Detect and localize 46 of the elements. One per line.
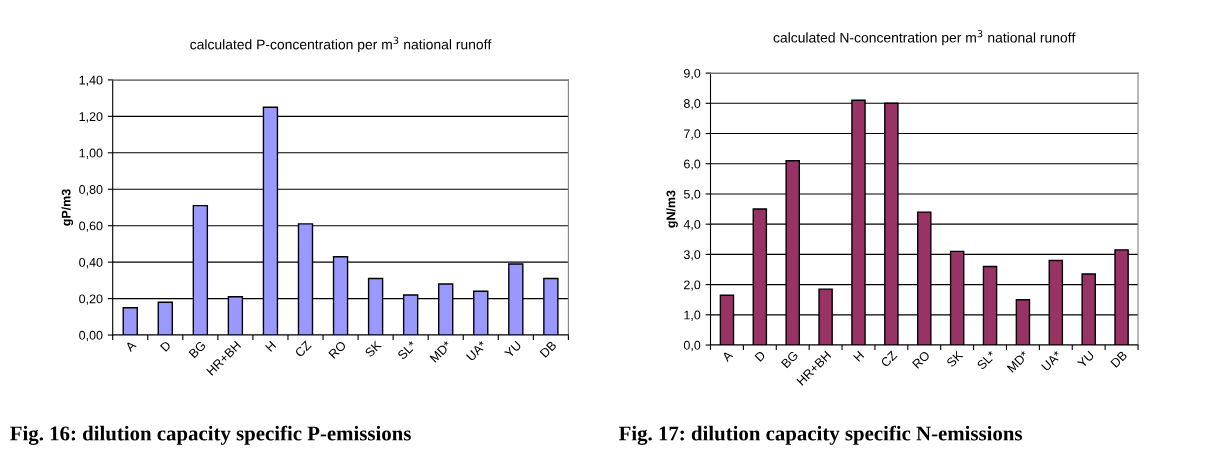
x-tick-label: RO xyxy=(328,340,347,359)
x-tick-label: SK xyxy=(945,350,964,368)
x-tick-label: SK xyxy=(364,340,382,358)
x-tick-label: UA* xyxy=(466,340,488,362)
x-tick-label: D xyxy=(754,350,766,362)
x-tick-label: H xyxy=(265,340,277,352)
x-tick-label: BG xyxy=(780,350,799,369)
chart-title: calculated P-concentration per m$^{3}$ national runoff xyxy=(190,36,492,53)
y-tick-label: 5,0 xyxy=(683,189,701,201)
y-tick-label: 1,20 xyxy=(79,112,103,123)
x-tick-label: SL* xyxy=(976,350,997,371)
y-axis-title: gP/m3 xyxy=(61,189,74,226)
y-tick-label: 8,0 xyxy=(683,99,701,110)
x-tick-label: CZ xyxy=(294,340,312,358)
x-tick-label: H xyxy=(853,350,865,362)
y-tick-label: 6,0 xyxy=(684,159,701,170)
x-tick-label: UA* xyxy=(1041,350,1063,372)
x-tick-label: RO xyxy=(911,350,931,369)
y-tick-label: 1,40 xyxy=(79,75,103,87)
x-tick-label: CZ xyxy=(880,350,898,368)
y-tick-label: 0,80 xyxy=(79,185,103,196)
y-tick-label: 3,0 xyxy=(683,250,701,261)
y-tick-label: 1,00 xyxy=(79,148,103,159)
y-tick-label: 0,40 xyxy=(79,257,103,269)
y-tick-label: 0,00 xyxy=(79,330,103,342)
caption: Fig. 16: dilution capacity specific P-emissions xyxy=(10,425,411,445)
x-tick-label: BG xyxy=(188,340,207,359)
chart-title: calculated N-concentration per m$^{3}$ national runoff xyxy=(773,29,1076,46)
y-tick-label: 1,0 xyxy=(684,310,701,321)
y-tick-label: 7,0 xyxy=(684,129,701,140)
y-tick-label: 2,0 xyxy=(684,280,701,291)
x-tick-label: D xyxy=(159,340,172,352)
y-tick-label: 0,20 xyxy=(79,294,103,305)
x-tick-label: DB xyxy=(1110,350,1128,368)
y-tick-label: 9,0 xyxy=(683,68,701,80)
y-tick-label: 0,0 xyxy=(683,340,701,352)
x-tick-label: SL* xyxy=(397,340,418,361)
y-tick-label: 4,0 xyxy=(683,219,701,231)
y-tick-label: 0,60 xyxy=(79,221,103,232)
x-tick-label: A xyxy=(721,350,734,363)
x-tick-label: YU xyxy=(1076,350,1095,369)
x-tick-label: A xyxy=(124,340,137,353)
y-axis-title: gN/m3 xyxy=(666,190,678,228)
x-tick-label: YU xyxy=(504,340,522,359)
x-tick-label: DB xyxy=(539,340,557,358)
caption: Fig. 17: dilution capacity specific N-emissions xyxy=(618,425,1023,445)
